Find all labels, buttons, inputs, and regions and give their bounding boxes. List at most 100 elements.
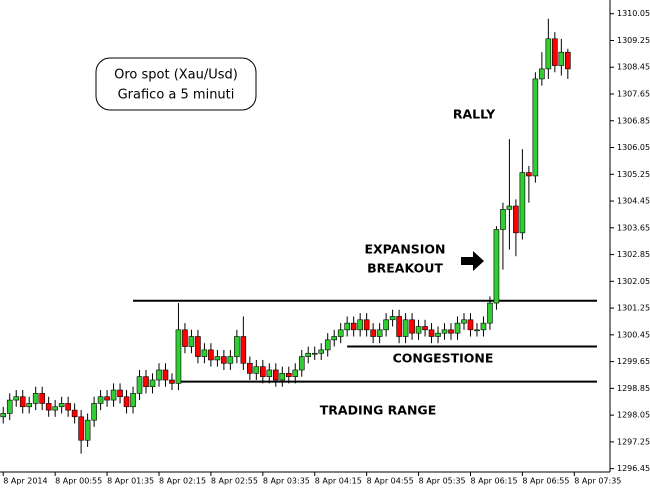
candle-body (318, 349, 325, 354)
candle-body (357, 319, 363, 331)
candle-body (545, 38, 552, 70)
y-tick-label: 1298.05 (617, 411, 650, 420)
candle-body (409, 319, 415, 334)
candle-body (422, 326, 428, 331)
candle-body (331, 336, 338, 341)
x-tick-label: 8 Apr 01:35 (107, 477, 154, 486)
rally-label: RALLY (453, 107, 496, 122)
candle-body (552, 38, 558, 66)
candle-body (435, 332, 441, 337)
x-tick-label: 8 Apr 05:35 (419, 477, 466, 486)
range-label: TRADING RANGE (320, 403, 437, 418)
candle-body (526, 172, 532, 177)
candle-body (285, 373, 292, 377)
y-tick-label: 1307.65 (617, 89, 650, 98)
y-tick-label: 1306.05 (617, 143, 650, 152)
candle-body (324, 339, 331, 351)
candle-body (376, 329, 383, 337)
candle-body (474, 329, 480, 332)
candle-body (480, 322, 487, 331)
candle-body (487, 302, 493, 324)
candle-body (565, 51, 571, 70)
y-tick-label: 1310.05 (617, 9, 650, 18)
x-tick-label: 8 Apr 04:15 (315, 477, 362, 486)
candle-body (389, 316, 396, 321)
candle-body (117, 389, 123, 398)
candle-body (441, 329, 448, 334)
x-tick-label: 8 Apr 2014 (3, 477, 47, 486)
y-tick-label: 1299.65 (617, 357, 650, 366)
x-tick-label: 8 Apr 06:55 (522, 477, 569, 486)
candle-body (71, 409, 78, 418)
candle-body (292, 369, 299, 377)
y-tick-label: 1304.45 (617, 197, 650, 206)
arrow (461, 251, 484, 271)
candle-body (350, 322, 357, 331)
candle-body (506, 205, 513, 210)
candle-body (84, 419, 91, 441)
candle-body (461, 319, 467, 324)
candle-body (240, 336, 247, 364)
candle-body (272, 369, 279, 381)
candle-body (123, 396, 130, 408)
candle-body (78, 416, 84, 441)
candle-body (143, 376, 149, 387)
candle-body (428, 329, 435, 337)
y-tick-label: 1296.45 (617, 464, 650, 473)
candle-body (52, 406, 58, 411)
candle-body (227, 356, 234, 364)
candle-body (104, 396, 110, 401)
candle-body (169, 379, 175, 384)
candle-body (402, 319, 409, 337)
y-tick-label: 1306.85 (617, 116, 650, 125)
candle-body (97, 396, 104, 404)
y-tick-label: 1309.25 (617, 36, 650, 45)
candle-body (467, 319, 474, 331)
y-tick-label: 1301.25 (617, 304, 650, 313)
candle-body (266, 369, 273, 377)
candle-body (558, 51, 565, 66)
candle-body (58, 403, 65, 408)
box-line: Oro spot (Xau/Usd) (114, 68, 238, 83)
candle-body (279, 373, 286, 381)
candle-body (415, 326, 422, 334)
candle-body (448, 329, 454, 334)
candle-body (344, 322, 350, 331)
candle-body (130, 393, 136, 408)
y-tick-label: 1303.65 (617, 223, 650, 232)
candle-body (221, 356, 227, 364)
candle-body (311, 352, 318, 355)
box-line: Grafico a 5 minuti (118, 88, 235, 103)
y-tick-label: 1298.85 (617, 384, 650, 393)
candle-body (13, 396, 20, 401)
candle-body (396, 316, 402, 337)
candle-body (337, 329, 344, 337)
candle-body (195, 336, 201, 357)
x-tick-label: 8 Apr 04:55 (367, 477, 414, 486)
candle-body (253, 366, 260, 374)
candle-body (188, 336, 195, 347)
candle-body (454, 322, 461, 334)
candle-body (26, 403, 33, 408)
candle-body (208, 349, 214, 361)
expansion-label: BREAKOUT (367, 261, 443, 276)
x-tick-label: 8 Apr 03:35 (263, 477, 310, 486)
candle-body (45, 403, 52, 411)
candle-body (260, 366, 266, 377)
candle-body (500, 209, 506, 230)
candle-body (39, 393, 45, 404)
candle-body (532, 78, 539, 177)
candle-body (539, 68, 545, 80)
x-tick-label: 8 Apr 02:15 (159, 477, 206, 486)
candle-body (149, 379, 156, 387)
candle-body (156, 369, 162, 381)
candle-body (363, 319, 370, 331)
candle-body (91, 403, 97, 421)
candle-body (234, 336, 240, 357)
y-tick-label: 1305.25 (617, 170, 650, 179)
candle-body (65, 403, 71, 411)
candle-body (493, 229, 500, 304)
info-box (95, 57, 257, 111)
candle-body (383, 319, 389, 331)
